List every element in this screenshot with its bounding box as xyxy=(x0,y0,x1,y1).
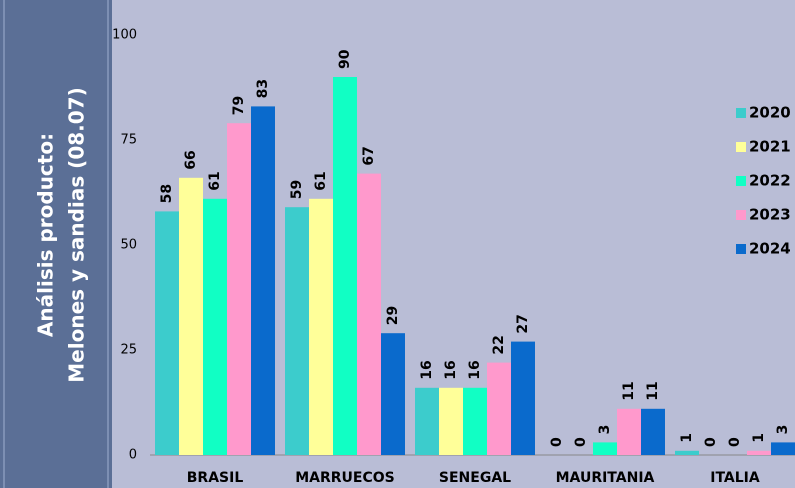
sidebar xyxy=(0,0,112,488)
bar xyxy=(771,442,795,455)
data-label: 3 xyxy=(597,425,613,435)
sidebar-title: Análisis producto: xyxy=(34,133,58,337)
bar xyxy=(155,211,179,455)
bar xyxy=(439,387,463,455)
bar xyxy=(747,450,771,455)
data-label: 22 xyxy=(491,335,507,354)
data-label: 11 xyxy=(621,381,637,400)
data-label: 61 xyxy=(207,171,223,190)
data-label: 27 xyxy=(515,314,531,333)
data-label: 16 xyxy=(443,360,459,379)
data-label: 11 xyxy=(645,381,661,400)
legend-swatch xyxy=(736,244,746,254)
x-tick-label: MAURITANIA xyxy=(556,470,655,486)
y-tick-label: 100 xyxy=(112,28,137,43)
legend-label: 2022 xyxy=(749,172,791,190)
legend-swatch xyxy=(736,108,746,118)
sidebar-subtitle: Melones y sandias (08.07) xyxy=(65,87,89,382)
data-label: 79 xyxy=(231,96,247,115)
x-tick-label: SENEGAL xyxy=(439,470,511,486)
data-label: 58 xyxy=(159,184,175,203)
bar xyxy=(511,341,535,455)
bar xyxy=(617,408,641,455)
data-label: 0 xyxy=(727,437,743,447)
data-label: 3 xyxy=(775,425,791,435)
data-label: 29 xyxy=(385,306,401,325)
legend-label: 2023 xyxy=(749,206,791,224)
data-label: 0 xyxy=(549,437,565,447)
bar xyxy=(285,207,309,455)
legend-label: 2021 xyxy=(749,138,791,156)
legend-label: 2024 xyxy=(749,240,791,258)
data-label: 0 xyxy=(703,437,719,447)
bar xyxy=(381,333,405,455)
bar xyxy=(309,198,333,456)
y-tick-label: 25 xyxy=(120,343,137,358)
y-tick-label: 75 xyxy=(120,133,137,148)
bar xyxy=(333,77,357,455)
bar xyxy=(227,123,251,455)
data-label: 1 xyxy=(679,433,695,443)
y-tick-label: 0 xyxy=(129,448,137,463)
data-label: 16 xyxy=(419,360,435,379)
bar xyxy=(487,362,511,455)
legend-swatch xyxy=(736,210,746,220)
bar xyxy=(415,387,439,455)
x-tick-label: ITALIA xyxy=(710,470,760,486)
bar xyxy=(675,450,699,455)
data-label: 1 xyxy=(751,433,767,443)
legend-swatch xyxy=(736,176,746,186)
x-tick-label: BRASIL xyxy=(187,470,244,486)
data-label: 59 xyxy=(289,180,305,199)
x-tick-label: MARRUECOS xyxy=(295,470,395,486)
bar xyxy=(641,408,665,455)
y-tick-label: 50 xyxy=(120,238,137,253)
bar xyxy=(463,387,487,455)
bar xyxy=(251,106,275,456)
data-label: 16 xyxy=(467,360,483,379)
bar xyxy=(179,177,203,456)
data-label: 67 xyxy=(361,146,377,165)
legend-label: 2020 xyxy=(749,104,791,122)
data-label: 83 xyxy=(255,79,271,98)
bar xyxy=(357,173,381,455)
data-label: 61 xyxy=(313,171,329,190)
data-label: 90 xyxy=(337,49,353,69)
legend-swatch xyxy=(736,142,746,152)
bar xyxy=(593,442,617,455)
bar xyxy=(203,198,227,456)
data-label: 0 xyxy=(573,437,589,447)
data-label: 66 xyxy=(183,150,199,169)
